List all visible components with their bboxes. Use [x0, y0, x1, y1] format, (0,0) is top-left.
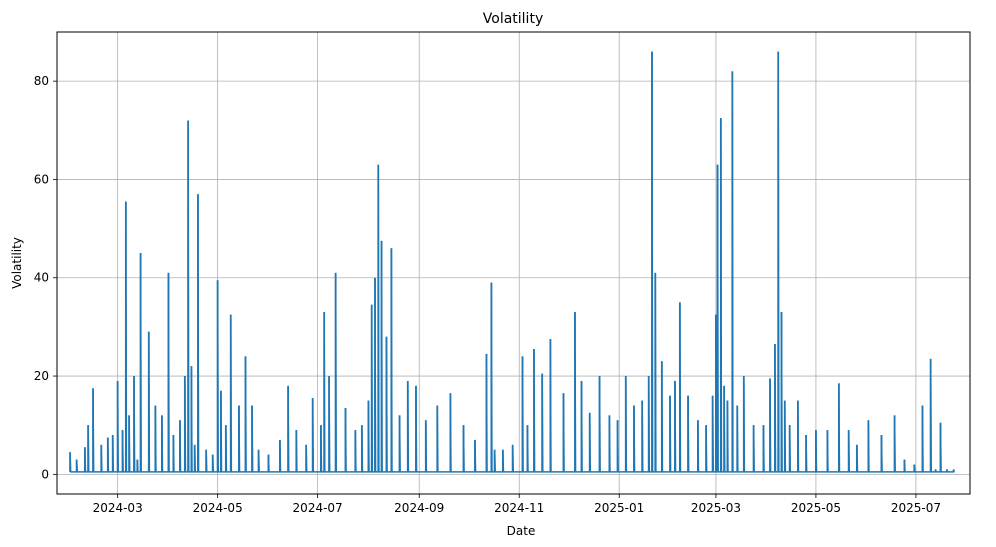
x-axis-label: Date	[507, 524, 536, 538]
series-line-group	[69, 51, 955, 473]
x-tick-label: 2024-11	[494, 501, 544, 515]
y-tick-label: 40	[34, 271, 49, 285]
x-tick-label: 2025-05	[791, 501, 841, 515]
chart-title: Volatility	[483, 11, 543, 27]
y-tick-label: 60	[34, 172, 49, 186]
x-tick-label: 2024-07	[293, 501, 343, 515]
x-tick-label: 2024-05	[193, 501, 243, 515]
x-tick-label: 2024-03	[93, 501, 143, 515]
x-tick-label: 2025-01	[594, 501, 644, 515]
grid-lines	[57, 32, 970, 494]
tick-group: 2024-03 2024-05 2024-07 2024-09 2024-11 2025-…	[34, 74, 941, 515]
y-tick-label: 80	[34, 74, 49, 88]
x-tick-label: 2025-07	[891, 501, 941, 515]
plot-frame	[56, 31, 971, 495]
y-tick-label: 20	[34, 369, 49, 383]
y-tick-label: 0	[41, 467, 49, 481]
y-axis-label: Volatility	[10, 237, 24, 289]
x-tick-label: 2025-03	[691, 501, 741, 515]
x-tick-label: 2024-09	[394, 501, 444, 515]
